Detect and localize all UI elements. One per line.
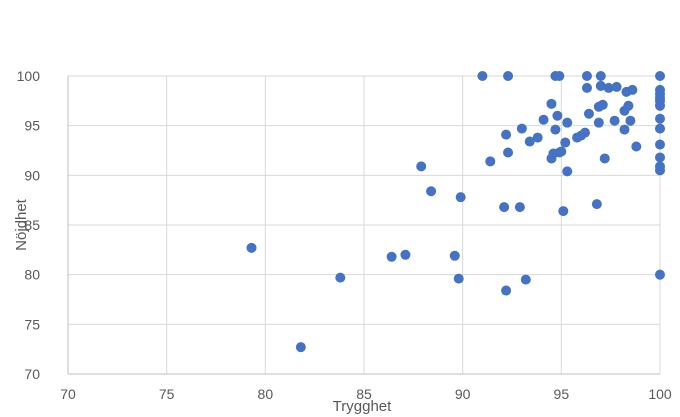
data-point — [611, 81, 622, 92]
x-tick-label: 100 — [648, 386, 672, 402]
y-tick-label: 70 — [24, 366, 40, 382]
x-tick-label: 80 — [258, 386, 274, 402]
data-point — [655, 123, 665, 134]
data-point — [556, 146, 567, 157]
data-point — [503, 147, 514, 158]
data-point — [580, 127, 591, 138]
data-point — [416, 161, 427, 172]
data-point — [426, 186, 437, 197]
x-tick-label: 85 — [356, 386, 372, 402]
data-point — [603, 82, 614, 93]
data-point — [562, 117, 573, 128]
y-tick-label: 85 — [24, 217, 40, 233]
data-point — [516, 123, 527, 134]
data-point — [655, 139, 665, 150]
data-point — [558, 206, 569, 217]
data-point — [449, 250, 460, 261]
data-point — [400, 249, 411, 260]
data-point — [552, 110, 563, 121]
data-point — [619, 124, 630, 135]
x-tick-label: 70 — [60, 386, 76, 402]
data-point — [386, 251, 397, 262]
data-point — [609, 115, 620, 126]
data-point — [520, 274, 531, 285]
data-point — [477, 71, 488, 81]
data-point — [503, 71, 514, 81]
data-point — [655, 113, 665, 124]
y-tick-label: 100 — [17, 68, 41, 84]
data-point — [546, 98, 557, 109]
data-point — [581, 82, 592, 93]
data-point — [583, 108, 594, 119]
data-point — [631, 141, 642, 152]
data-point — [335, 272, 346, 283]
data-point — [655, 269, 665, 280]
x-tick-label: 95 — [554, 386, 570, 402]
data-point — [581, 71, 592, 81]
data-point — [453, 273, 464, 284]
data-point — [591, 199, 602, 210]
data-point — [554, 71, 565, 81]
data-point — [599, 153, 610, 164]
data-point — [532, 132, 543, 143]
data-point — [655, 71, 665, 81]
data-point — [550, 124, 561, 135]
data-point — [524, 136, 535, 147]
data-point — [501, 285, 512, 296]
data-point — [623, 100, 634, 111]
data-point — [593, 117, 604, 128]
data-point — [514, 202, 525, 213]
y-tick-label: 75 — [24, 316, 40, 332]
data-point — [562, 166, 573, 177]
x-tick-label: 90 — [455, 386, 471, 402]
data-point — [595, 80, 606, 91]
y-axis-title: Nöjdhet — [13, 198, 30, 251]
data-point — [246, 242, 257, 253]
data-point — [655, 152, 665, 163]
y-tick-label: 80 — [24, 267, 40, 283]
data-point — [485, 156, 496, 167]
data-point — [295, 342, 306, 353]
data-points — [246, 71, 665, 353]
tick-labels: 70 75 80 85 90 95 100 70 75 80 85 90 95 100 — [17, 68, 672, 402]
x-tick-label: 75 — [159, 386, 175, 402]
data-point — [597, 99, 608, 110]
data-point — [655, 165, 665, 176]
data-point — [499, 202, 510, 213]
data-point — [560, 137, 571, 148]
data-point — [625, 115, 636, 126]
data-point — [627, 84, 638, 95]
axes — [67, 76, 660, 375]
data-point — [455, 192, 466, 203]
data-point — [538, 114, 549, 125]
data-point — [655, 100, 665, 111]
y-tick-label: 90 — [24, 167, 40, 183]
data-point — [595, 71, 606, 81]
y-tick-label: 95 — [24, 118, 40, 134]
data-point — [501, 129, 512, 140]
x-axis-title: Trygghet — [333, 398, 392, 415]
